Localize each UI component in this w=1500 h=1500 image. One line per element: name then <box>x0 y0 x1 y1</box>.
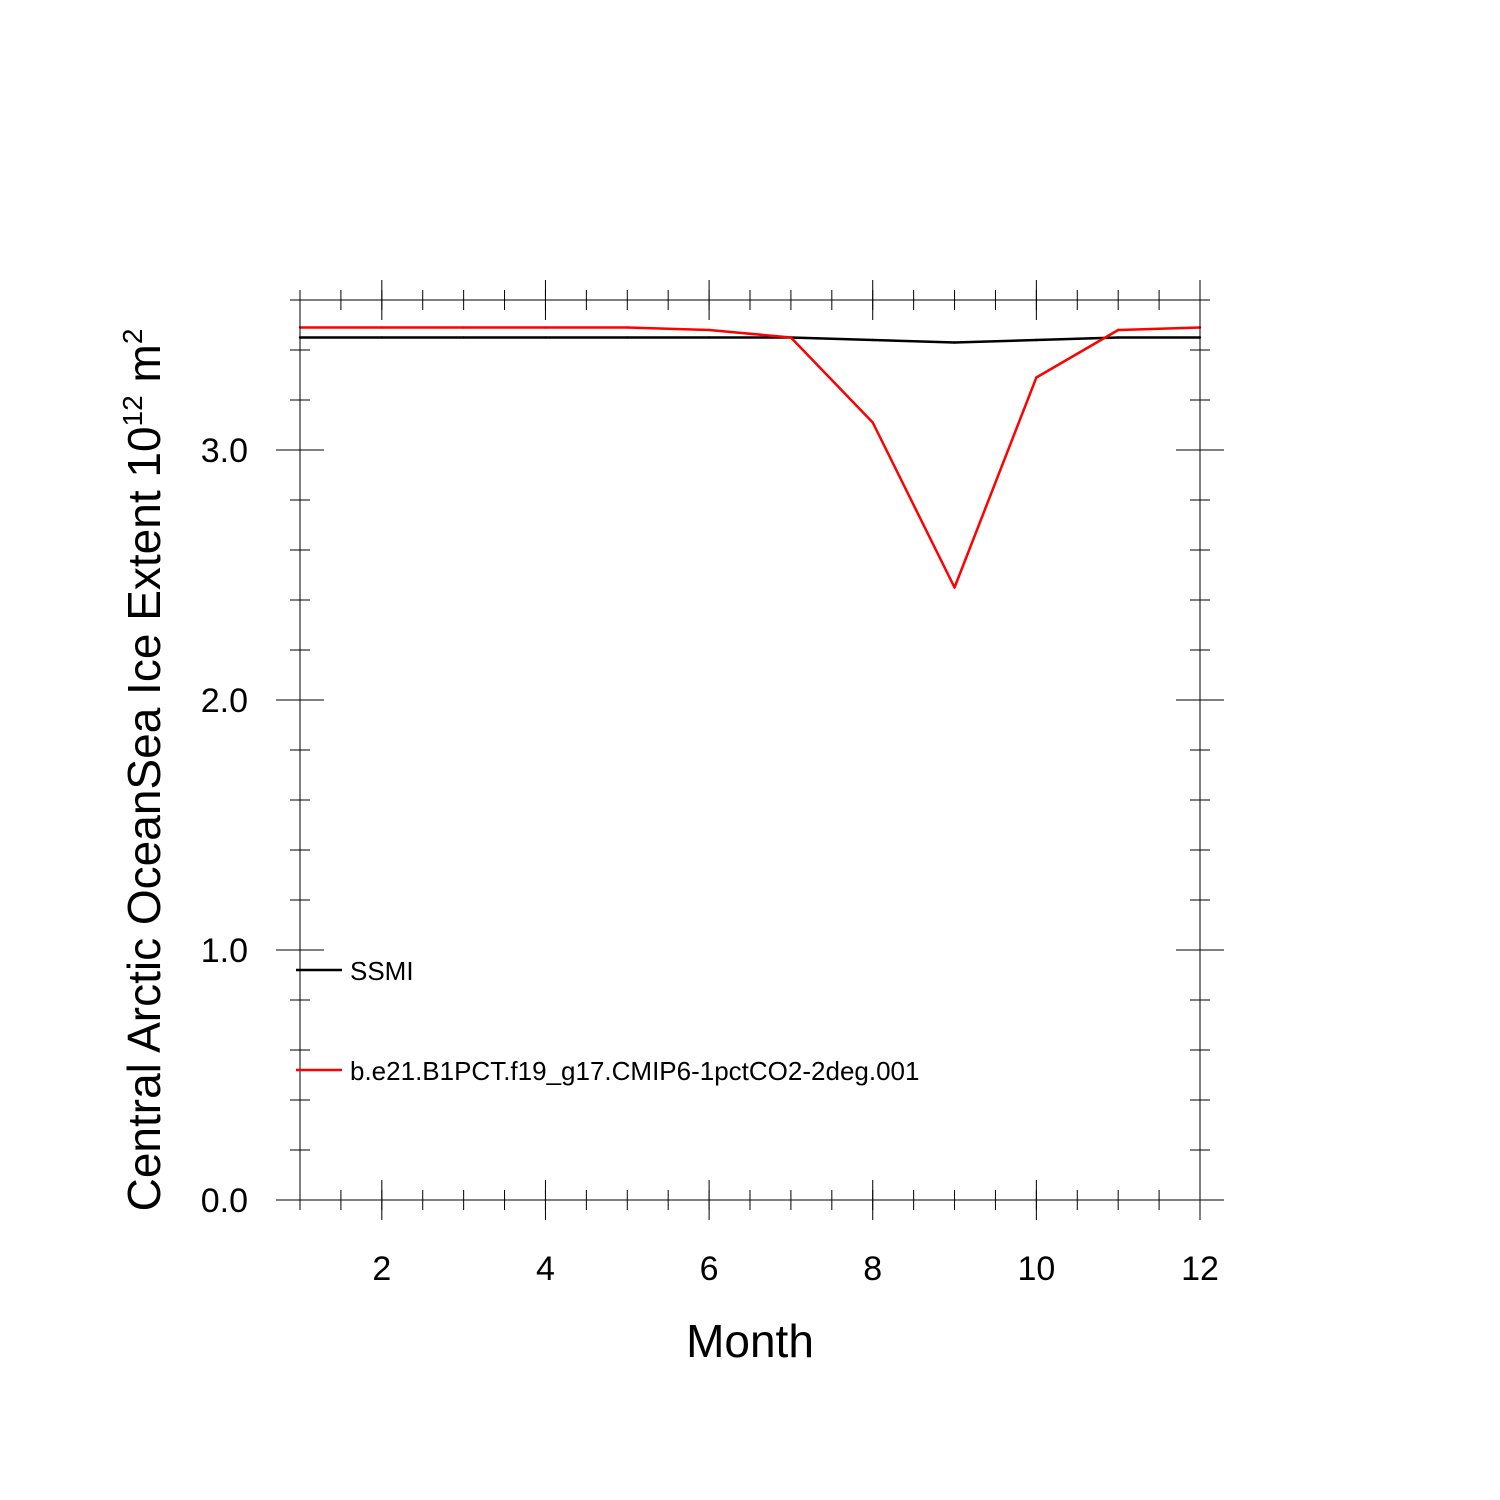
y-tick-label: 1.0 <box>201 932 248 970</box>
data-point <box>953 586 956 589</box>
data-point <box>789 336 793 339</box>
data-point <box>707 328 711 332</box>
y-tick-label: 2.0 <box>201 682 248 720</box>
y-axis-title-unit-exponent: 2 <box>117 329 148 345</box>
x-axis-title: Month <box>686 1315 814 1367</box>
x-tick-label: 10 <box>1017 1250 1055 1288</box>
legend-label: b.e21.B1PCT.f19_g17.CMIP6-1pctCO2-2deg.0… <box>350 1056 919 1086</box>
data-point <box>380 326 384 329</box>
x-tick-label: 8 <box>863 1250 882 1288</box>
y-axis-title-unit: m <box>118 344 170 395</box>
data-point <box>544 326 547 329</box>
data-point <box>462 336 465 339</box>
data-point <box>707 336 711 339</box>
tick-labels: 2 4 6 8 10 12 0.0 1.0 2.0 3.0 <box>201 432 1219 1288</box>
legend: SSMI b.e21.B1PCT.f19_g17.CMIP6-1pctCO2-2d… <box>296 956 919 1086</box>
data-point <box>953 341 956 344</box>
y-tick-label: 0.0 <box>201 1182 248 1220</box>
data-point <box>626 326 629 329</box>
series-line <box>300 326 1201 589</box>
data-point <box>1035 338 1038 342</box>
x-tick-label: 12 <box>1181 1250 1219 1288</box>
series-line <box>300 336 1200 344</box>
data-point <box>544 336 547 339</box>
x-tick-label: 2 <box>372 1250 391 1288</box>
data-point <box>1116 336 1120 339</box>
data-point <box>871 421 874 424</box>
data-point <box>462 326 465 329</box>
legend-label: SSMI <box>350 956 414 986</box>
data-point <box>380 336 384 339</box>
y-axis-title: Central Arctic OceanSea Ice Extent 1012 … <box>117 329 170 1212</box>
x-tick-label: 4 <box>536 1250 555 1288</box>
data-point <box>1035 376 1038 379</box>
y-tick-label: 3.0 <box>201 432 248 470</box>
series-lines <box>298 326 1202 589</box>
x-tick-label: 6 <box>700 1250 719 1288</box>
y-axis-title-exponent: 12 <box>117 395 148 426</box>
data-point <box>1116 328 1120 332</box>
plot-frame <box>299 299 1201 1201</box>
data-point <box>626 336 629 339</box>
data-point <box>871 338 874 342</box>
y-axis-title-text: Central Arctic OceanSea Ice Extent 10 <box>118 426 170 1211</box>
